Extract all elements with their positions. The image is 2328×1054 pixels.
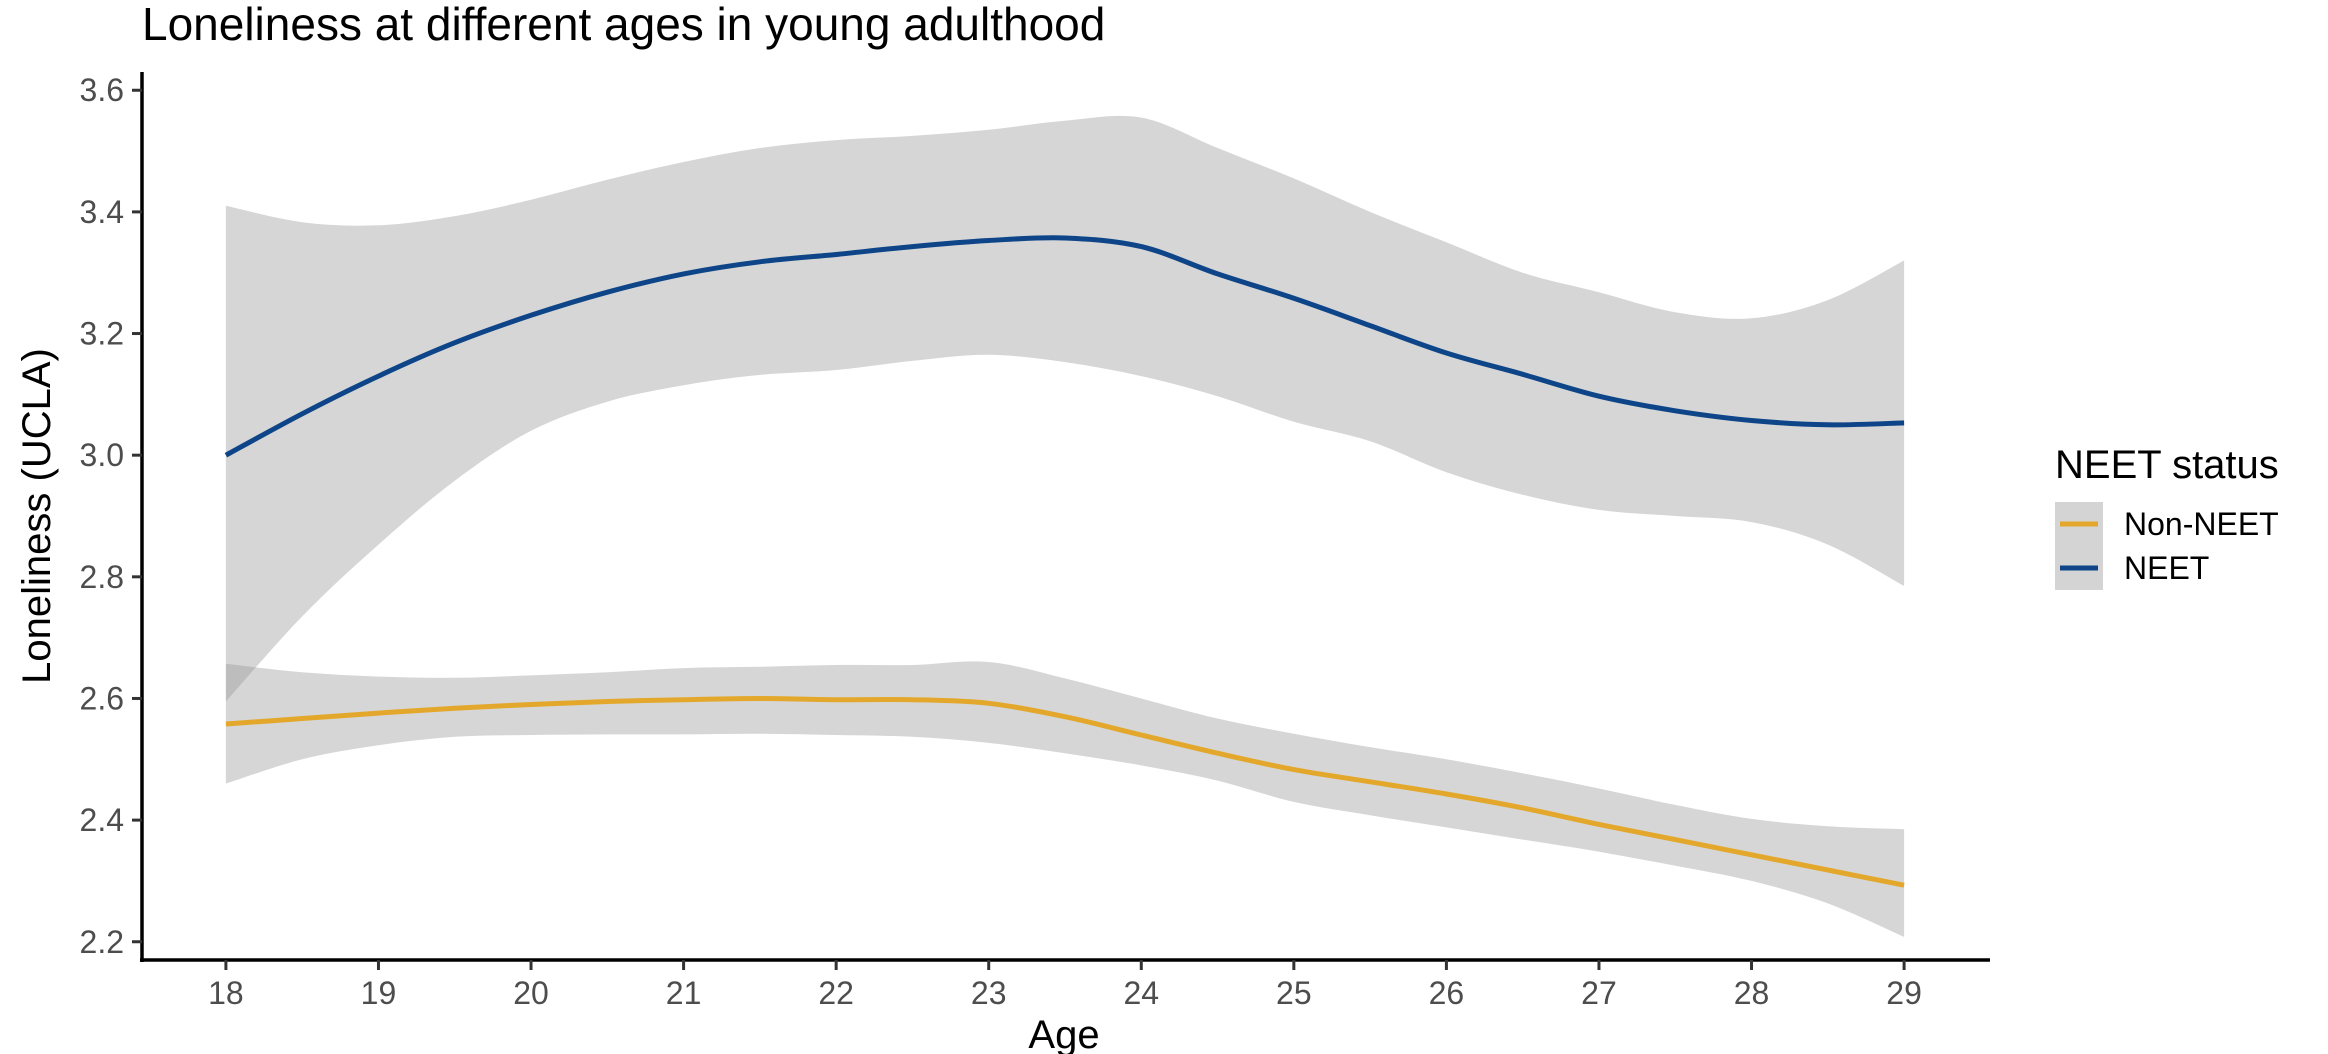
y-tick-label: 2.2 <box>80 924 124 960</box>
y-tick-label: 3.6 <box>80 72 124 108</box>
non-neet-line <box>225 696 1905 888</box>
y-axis-ticks: 2.2 2.4 2.6 2.8 3.0 3.2 3.4 3.6 <box>80 72 142 960</box>
x-tick-label: 29 <box>1886 975 1922 1011</box>
y-tick-label: 2.8 <box>80 559 124 595</box>
y-tick-label: 3.2 <box>80 316 124 352</box>
y-tick-label: 2.4 <box>80 802 124 838</box>
y-tick-label: 3.4 <box>80 194 124 230</box>
x-tick-label: 22 <box>818 975 854 1011</box>
neet-legend-label: NEET <box>2124 550 2209 586</box>
x-tick-label: 19 <box>361 975 397 1011</box>
x-tick-label: 23 <box>971 975 1007 1011</box>
series-lines <box>224 235 1905 888</box>
legend: NEET status Non-NEET NEET <box>2055 443 2279 590</box>
x-tick-label: 26 <box>1429 975 1465 1011</box>
neet-confidence-band <box>225 115 1905 702</box>
x-tick-label: 18 <box>208 975 244 1011</box>
y-tick-label: 2.6 <box>80 680 124 716</box>
x-tick-label: 21 <box>666 975 702 1011</box>
non-neet-legend-label: Non-NEET <box>2124 506 2279 542</box>
x-tick-label: 27 <box>1581 975 1617 1011</box>
y-tick-label: 3.0 <box>80 437 124 473</box>
y-axis-title: Loneliness (UCLA) <box>15 348 59 684</box>
x-tick-label: 28 <box>1734 975 1770 1011</box>
legend-title: NEET status <box>2055 443 2279 487</box>
x-tick-label: 20 <box>513 975 549 1011</box>
non-neet-confidence-band <box>225 661 1905 937</box>
x-axis-ticks: 18 19 20 21 22 23 24 25 26 27 28 29 <box>208 960 1922 1011</box>
x-axis-title: Age <box>1028 1013 1099 1054</box>
confidence-bands <box>225 115 1905 937</box>
x-tick-label: 24 <box>1123 975 1159 1011</box>
x-tick-label: 25 <box>1276 975 1312 1011</box>
neet-line <box>224 235 1905 458</box>
chart-title: Loneliness at different ages in young ad… <box>142 0 1105 50</box>
